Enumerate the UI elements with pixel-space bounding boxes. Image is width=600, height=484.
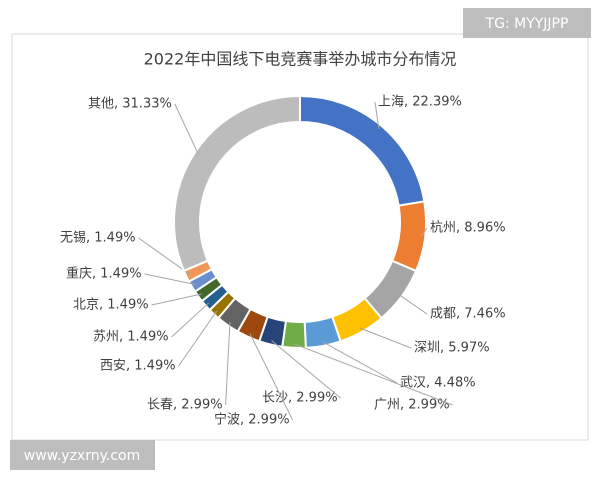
data-label: 上海, 22.39% (378, 95, 462, 110)
donut-slice (173, 94, 301, 273)
leader-line (171, 302, 210, 338)
leader-line (151, 293, 202, 306)
chart-title: 2022年中国线下电竞赛事举办城市分布情况 (144, 50, 457, 69)
data-label: 长春, 2.99% (147, 398, 223, 413)
data-label: 西安, 1.49% (100, 359, 176, 374)
watermark-box (10, 440, 155, 470)
leader-line (225, 321, 231, 406)
data-label: 苏州, 1.49% (93, 329, 169, 345)
data-label: 无锡, 1.49% (60, 231, 136, 246)
leader-line (322, 341, 398, 384)
leader-line (359, 327, 412, 349)
leader-line (138, 237, 191, 275)
leader-line (374, 101, 380, 130)
data-label: 成都, 7.46% (430, 307, 506, 322)
leader-line (144, 273, 196, 286)
watermark-box (463, 8, 591, 38)
leader-line (398, 293, 428, 315)
watermark: www.yzxrny.com (24, 448, 140, 464)
data-label: 重庆, 1.49% (66, 266, 142, 282)
leader-line (178, 310, 218, 367)
leader-line (271, 340, 341, 399)
leader-line (420, 227, 428, 237)
watermark: TG: MYYJJPP (485, 16, 569, 32)
data-label: 武汉, 4.48% (400, 376, 476, 391)
data-label: 其他, 31.33% (88, 97, 172, 112)
data-label: 广州, 2.99% (374, 398, 450, 413)
data-label: 宁波, 2.99% (214, 412, 290, 428)
data-label: 深圳, 5.97% (414, 341, 490, 356)
leader-line (174, 103, 199, 155)
data-label: 北京, 1.49% (73, 298, 149, 313)
data-label: 长沙, 2.99% (262, 391, 338, 406)
data-label: 杭州, 8.96% (430, 221, 506, 236)
leader-line (294, 343, 453, 406)
leader-line (249, 333, 294, 421)
